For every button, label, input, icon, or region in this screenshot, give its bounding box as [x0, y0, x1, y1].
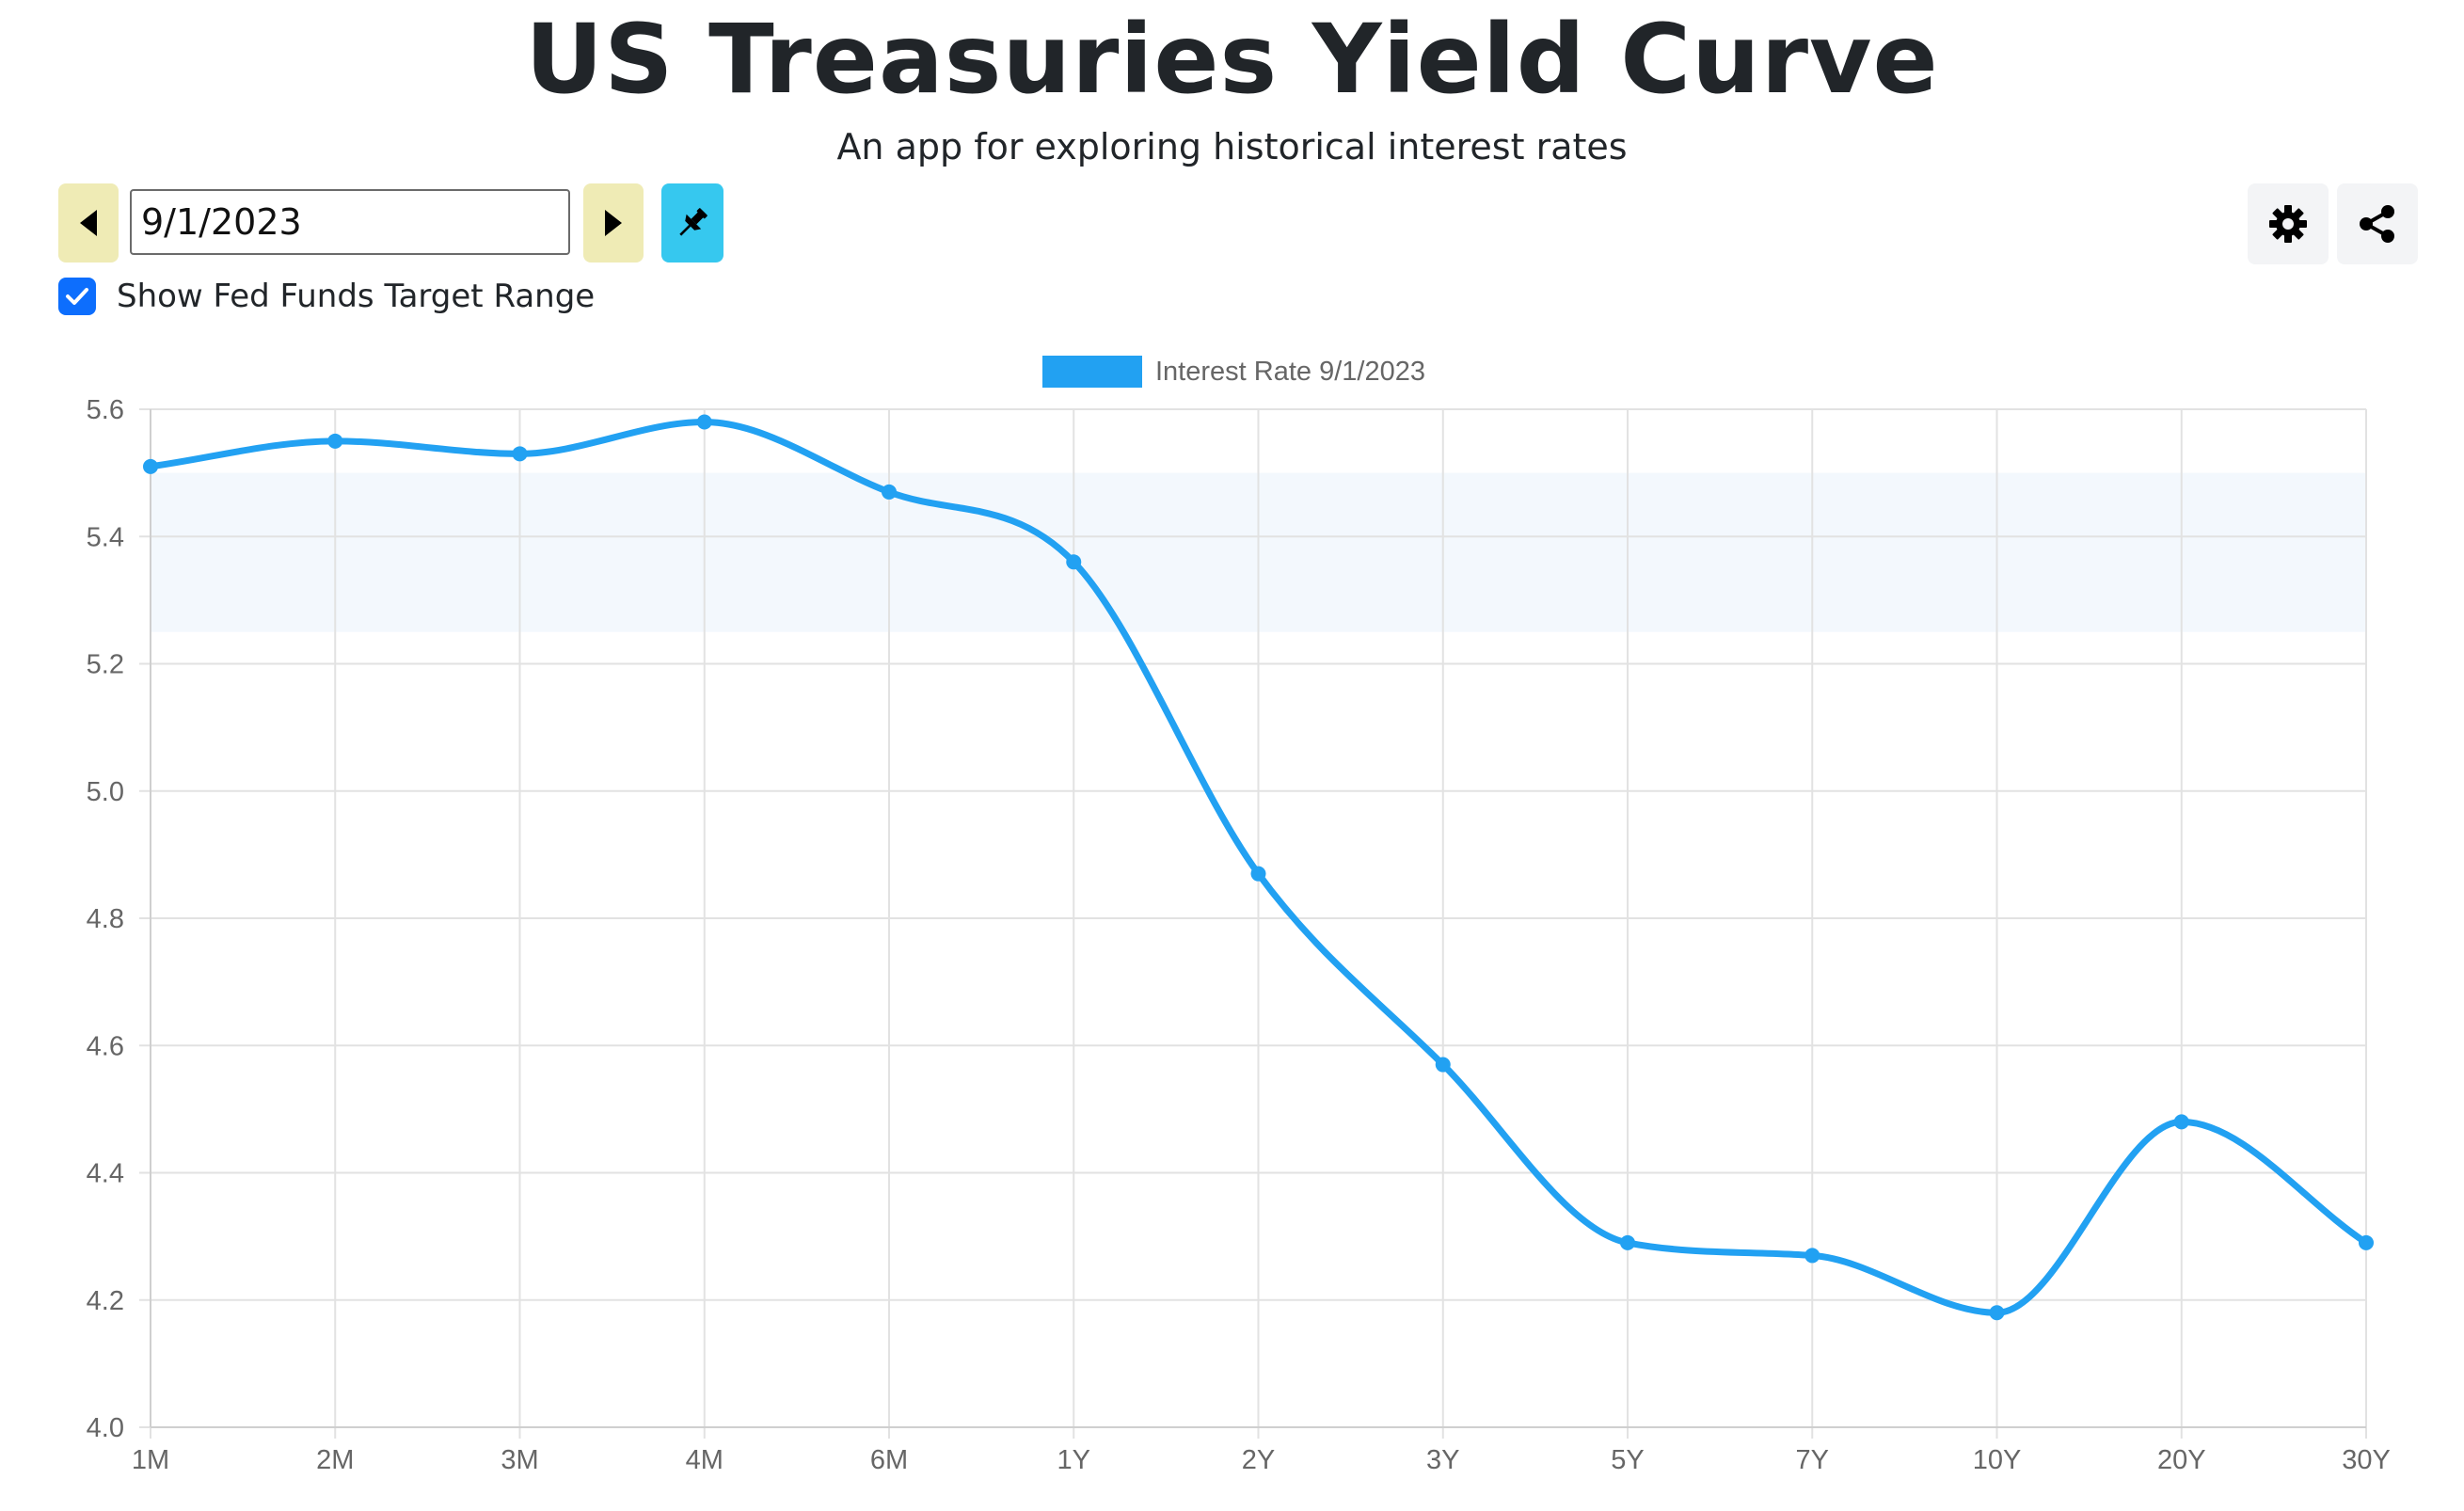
- x-tick-label: 10Y: [1973, 1445, 2022, 1475]
- data-point: [2359, 1234, 2374, 1250]
- data-point: [1804, 1248, 1820, 1264]
- data-point: [882, 484, 897, 500]
- data-point: [1620, 1234, 1635, 1250]
- next-date-button[interactable]: [583, 183, 644, 262]
- data-point: [1066, 554, 1082, 570]
- data-point: [1989, 1305, 2005, 1321]
- x-tick-label: 2M: [316, 1445, 354, 1475]
- data-point: [1435, 1057, 1451, 1073]
- caret-left-icon: [80, 210, 97, 236]
- data-point: [1250, 866, 1266, 882]
- data-point: [327, 433, 343, 449]
- x-tick-label: 4M: [686, 1445, 723, 1475]
- legend-label: Interest Rate 9/1/2023: [1155, 357, 1425, 387]
- data-point: [512, 446, 528, 462]
- x-tick-label: 7Y: [1796, 1445, 1829, 1475]
- fed-funds-label: Show Fed Funds Target Range: [117, 278, 596, 315]
- pin-date-button[interactable]: [661, 183, 723, 262]
- previous-date-button[interactable]: [58, 183, 119, 262]
- x-tick-label: 3Y: [1426, 1445, 1459, 1475]
- share-button[interactable]: [2337, 183, 2418, 264]
- data-point: [696, 414, 712, 430]
- data-point: [2173, 1114, 2189, 1130]
- fed-funds-checkbox[interactable]: [58, 278, 96, 315]
- x-tick-label: 1M: [132, 1445, 169, 1475]
- legend-swatch: [1042, 356, 1142, 388]
- x-tick-label: 30Y: [2342, 1445, 2391, 1475]
- page-subtitle: An app for exploring historical interest…: [836, 126, 1628, 167]
- y-tick-label: 4.6: [87, 1031, 124, 1061]
- checkmark-icon: [66, 288, 88, 305]
- x-tick-label: 6M: [870, 1445, 908, 1475]
- yield-curve-line: [150, 419, 2368, 1316]
- gear-icon: [2269, 205, 2307, 243]
- fed-funds-toggle-row: Show Fed Funds Target Range: [58, 273, 595, 320]
- y-tick-label: 4.0: [87, 1413, 124, 1443]
- date-input[interactable]: [130, 189, 570, 255]
- x-tick-label: 20Y: [2157, 1445, 2206, 1475]
- page-title: US Treasuries Yield Curve: [525, 4, 1939, 116]
- x-tick-label: 5Y: [1611, 1445, 1644, 1475]
- y-tick-label: 4.4: [87, 1159, 124, 1189]
- y-tick-label: 4.2: [87, 1286, 124, 1316]
- share-icon: [2360, 205, 2394, 243]
- y-tick-label: 5.0: [87, 777, 124, 807]
- pin-icon: [679, 208, 707, 236]
- y-tick-label: 5.2: [87, 650, 124, 680]
- y-tick-label: 5.4: [87, 522, 124, 552]
- caret-right-icon: [605, 210, 622, 236]
- y-tick-label: 5.6: [87, 395, 124, 425]
- data-point: [143, 458, 158, 474]
- x-tick-label: 1Y: [1057, 1445, 1090, 1475]
- yield-curve-chart: 4.0 4.2 4.4 4.6 4.8 5.0 5.2 5.4 5.6 1M 2M 3M 4M 6M 1Y 2…: [87, 356, 2391, 1475]
- settings-button[interactable]: [2248, 183, 2329, 264]
- y-tick-label: 4.8: [87, 904, 124, 934]
- x-tick-label: 2Y: [1242, 1445, 1275, 1475]
- x-tick-label: 3M: [501, 1445, 538, 1475]
